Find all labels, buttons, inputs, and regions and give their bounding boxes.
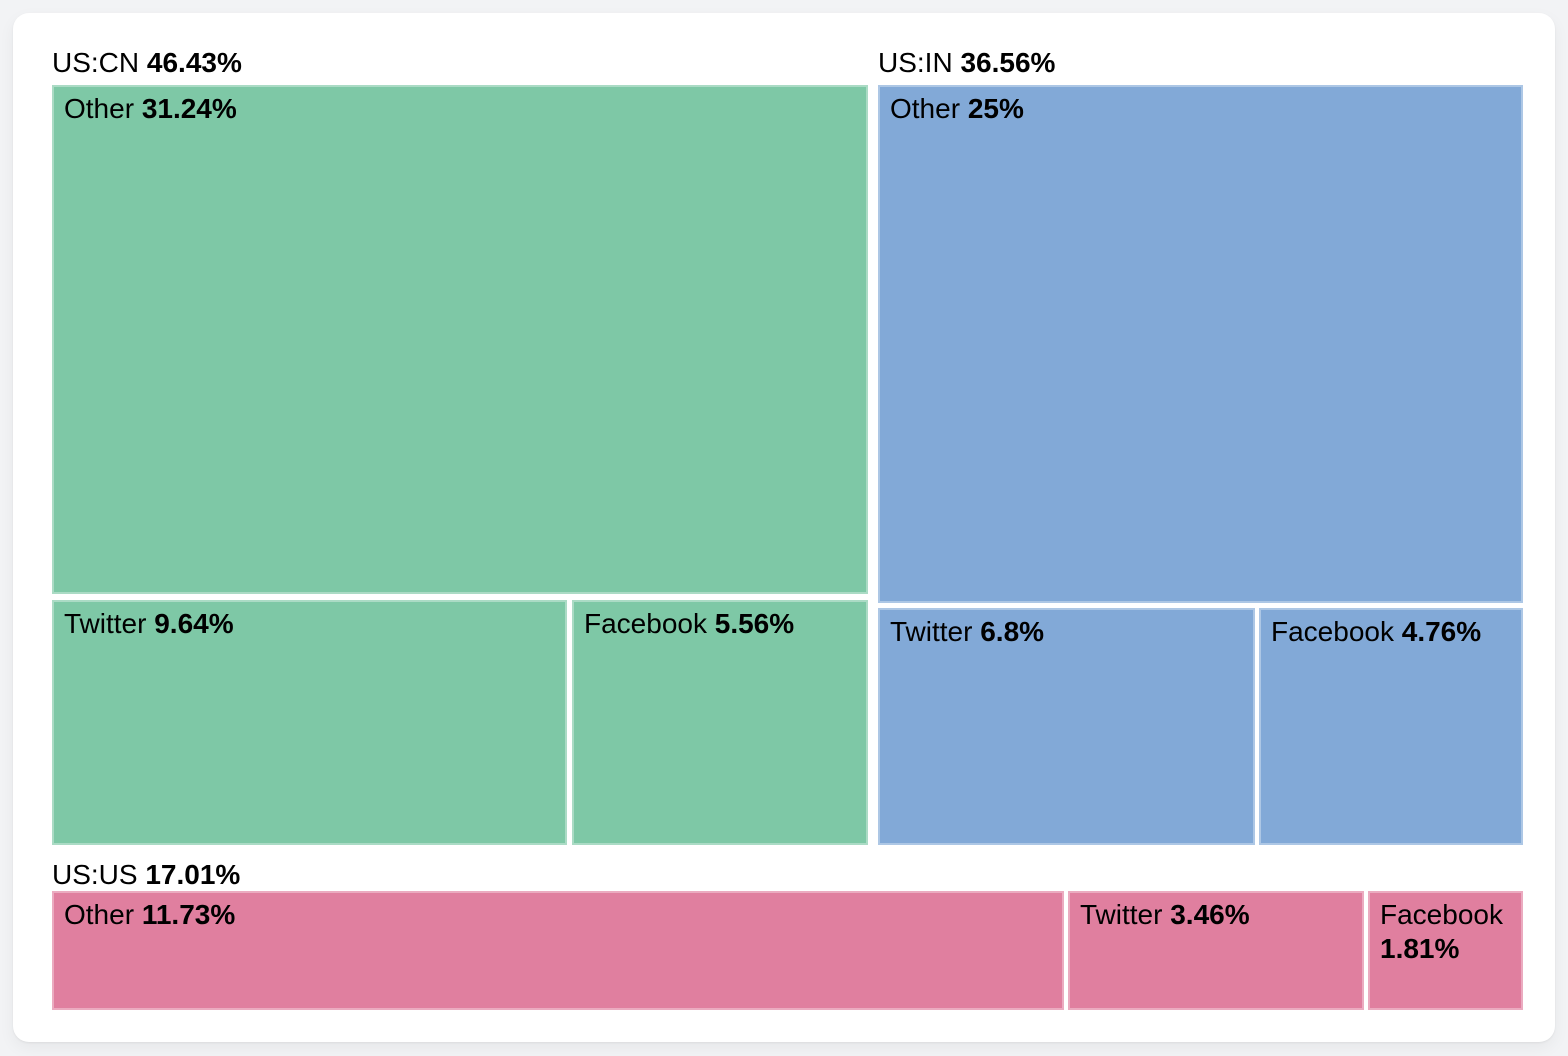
tile-percent: 9.64% bbox=[154, 608, 234, 639]
tile-name: Twitter bbox=[1080, 899, 1171, 930]
group-name: US:CN bbox=[52, 47, 147, 78]
treemap-tile-us-in-facebook[interactable]: Facebook 4.76% bbox=[1259, 608, 1523, 845]
tile-name: Other bbox=[64, 93, 142, 124]
tile-percent: 4.76% bbox=[1401, 616, 1482, 647]
treemap-tile-us-us-facebook[interactable]: Facebook 1.81% bbox=[1368, 891, 1523, 1010]
group-label-us-in: US:IN 36.56% bbox=[878, 46, 1055, 79]
tile-name: Facebook bbox=[1380, 899, 1503, 930]
tile-percent: 25% bbox=[967, 93, 1024, 124]
tile-percent: 11.73% bbox=[141, 899, 236, 930]
tile-name: Other bbox=[64, 899, 142, 930]
tile-name: Twitter bbox=[890, 616, 981, 647]
tile-name: Facebook bbox=[584, 608, 715, 639]
group-percent: 36.56% bbox=[960, 47, 1056, 78]
treemap-tile-us-cn-twitter[interactable]: Twitter 9.64% bbox=[52, 600, 567, 845]
chart-card: US:CN 46.43% Other 31.24% Twitter 9.64% Fac… bbox=[13, 13, 1555, 1042]
tile-percent: 5.56% bbox=[714, 608, 795, 639]
treemap-tile-us-us-other[interactable]: Other 11.73% bbox=[52, 891, 1064, 1010]
treemap-chart: US:CN 46.43% Other 31.24% Twitter 9.64% Fac… bbox=[52, 46, 1523, 1010]
treemap-tile-us-in-twitter[interactable]: Twitter 6.8% bbox=[878, 608, 1255, 845]
group-name: US:IN bbox=[878, 47, 961, 78]
group-label-us-cn: US:CN 46.43% bbox=[52, 46, 242, 79]
tile-name: Facebook bbox=[1271, 616, 1402, 647]
group-percent: 17.01% bbox=[145, 859, 241, 890]
tile-name: Other bbox=[890, 93, 968, 124]
tile-percent: 6.8% bbox=[980, 616, 1045, 647]
treemap-tile-us-in-other[interactable]: Other 25% bbox=[878, 85, 1523, 603]
treemap-tile-us-cn-other[interactable]: Other 31.24% bbox=[52, 85, 868, 594]
group-percent: 46.43% bbox=[146, 47, 242, 78]
tile-percent: 1.81% bbox=[1380, 933, 1460, 964]
treemap-tile-us-cn-facebook[interactable]: Facebook 5.56% bbox=[572, 600, 868, 845]
tile-percent: 31.24% bbox=[141, 93, 237, 124]
tile-name: Twitter bbox=[64, 608, 155, 639]
group-name: US:US bbox=[52, 859, 146, 890]
group-label-us-us: US:US 17.01% bbox=[52, 858, 240, 891]
tile-percent: 3.46% bbox=[1170, 899, 1250, 930]
treemap-tile-us-us-twitter[interactable]: Twitter 3.46% bbox=[1068, 891, 1364, 1010]
